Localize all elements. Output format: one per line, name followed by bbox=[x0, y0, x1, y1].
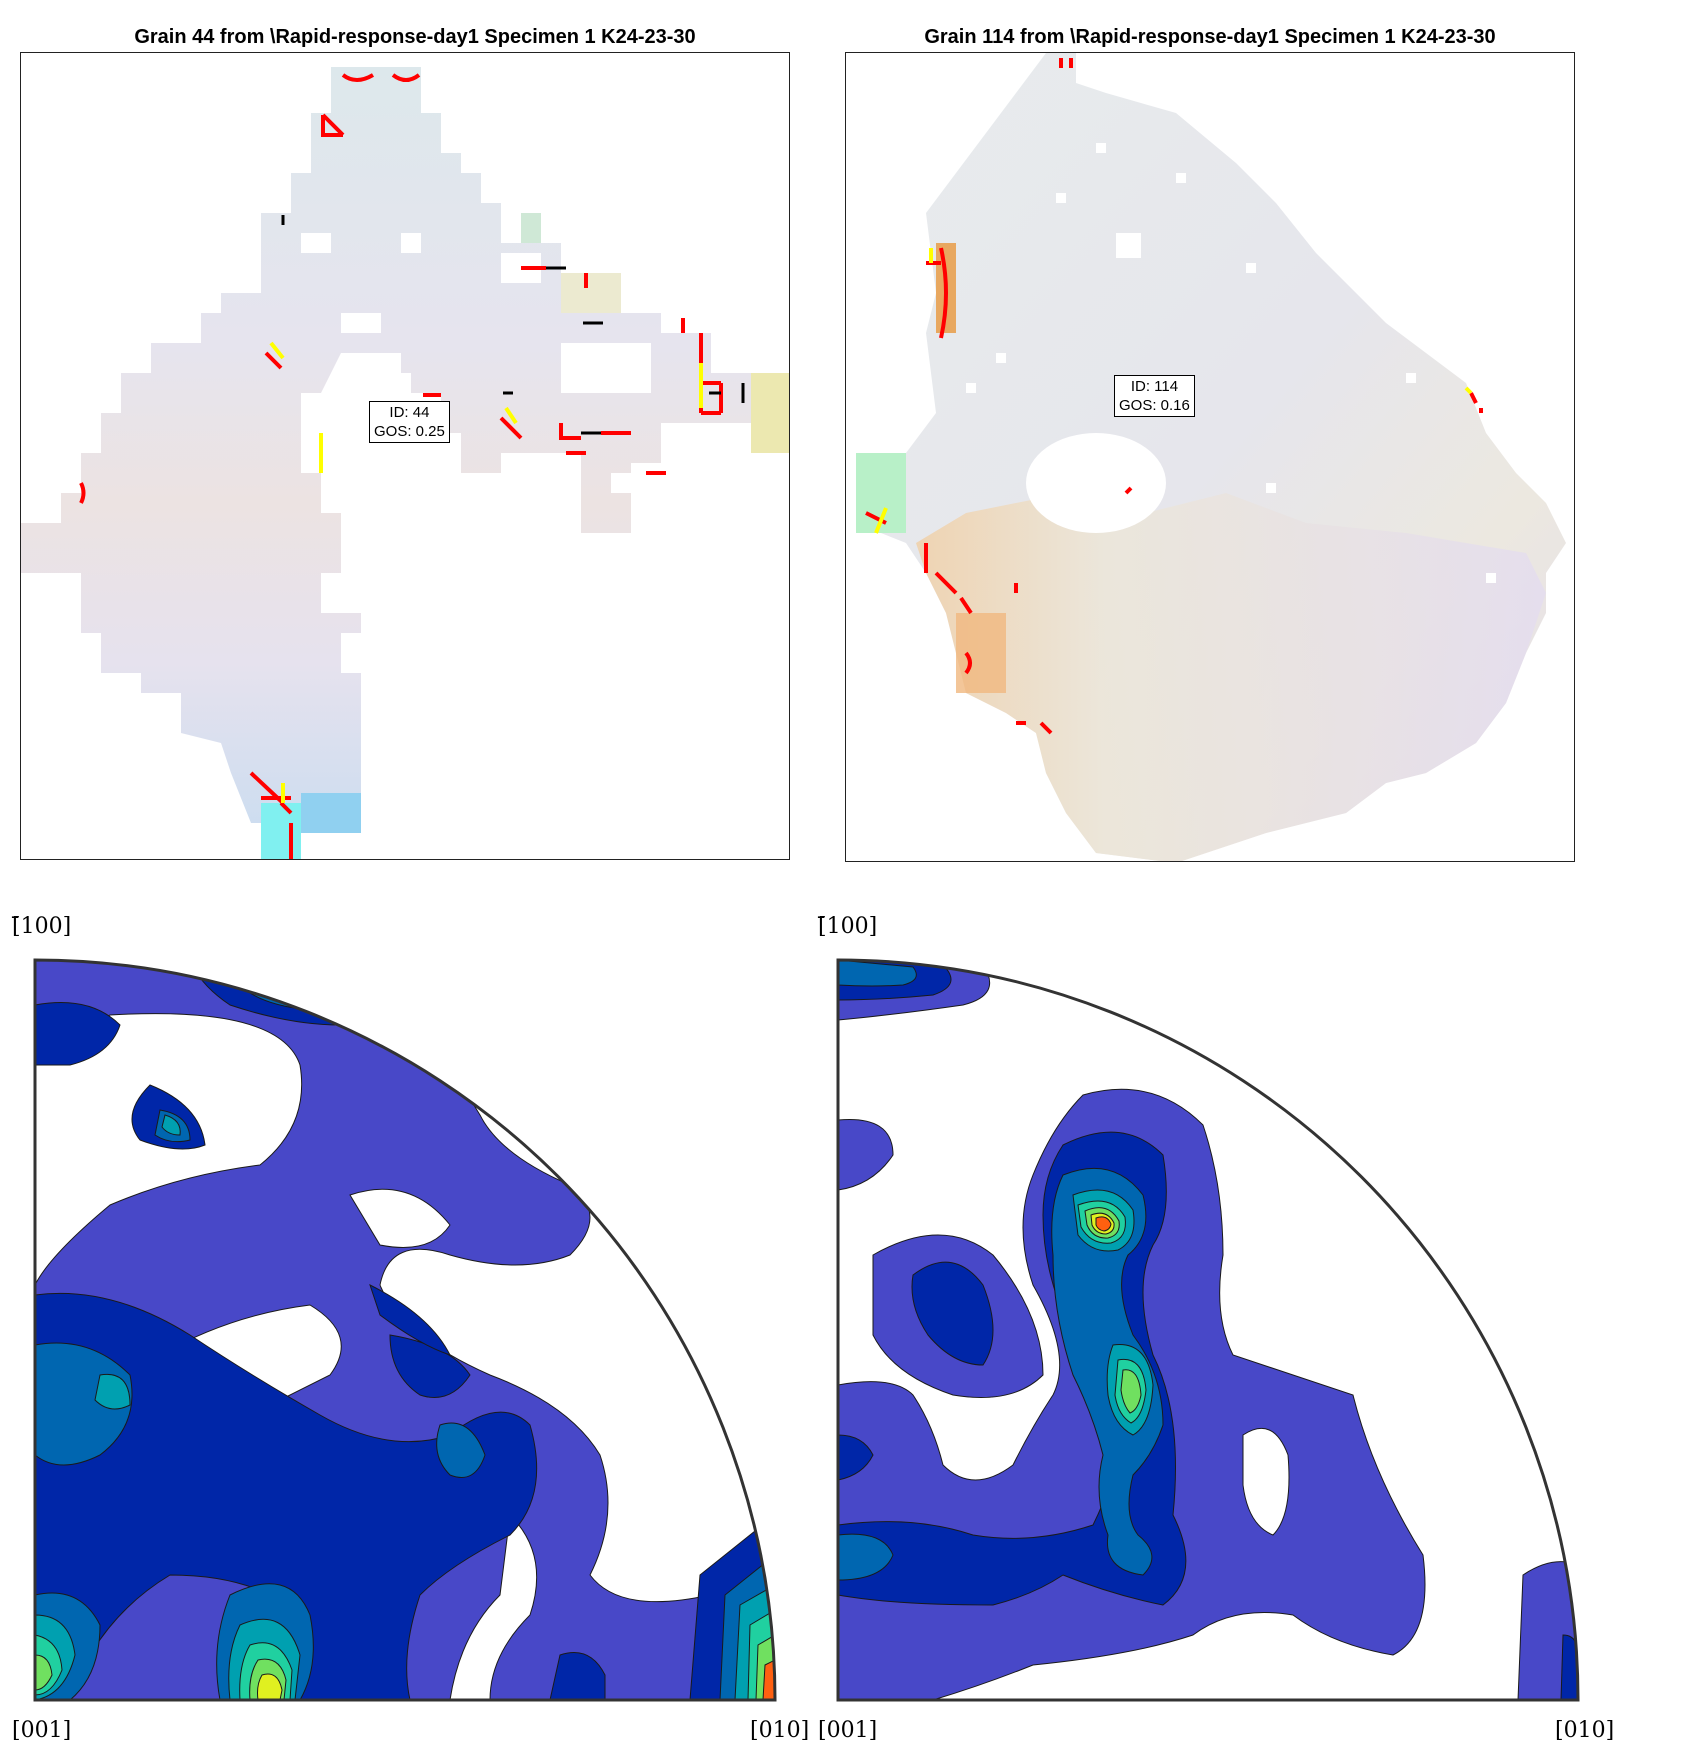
grain-44-hole bbox=[561, 343, 651, 393]
grain-114-hole bbox=[1026, 433, 1166, 533]
contour-level-7 bbox=[276, 980, 292, 989]
grain-44-blue-cell bbox=[301, 793, 361, 833]
grain-44-orientation-map: ID: 44 GOS: 0.25 bbox=[20, 52, 790, 860]
pole-figure-grain-44 bbox=[30, 955, 790, 1715]
grain-44-cyan-cell bbox=[261, 803, 301, 860]
pf-right-origin-label: [001] bbox=[818, 1718, 877, 1743]
grain-114-title: Grain 114 from \Rapid-response-day1 Spec… bbox=[820, 26, 1600, 49]
grain-44-hole bbox=[341, 313, 381, 333]
grain-114-info-box: ID: 114 GOS: 0.16 bbox=[1114, 375, 1195, 417]
grain-114-gos: GOS: 0.16 bbox=[1119, 396, 1190, 415]
pf-left-end-label: [010] bbox=[750, 1718, 809, 1743]
grain-44-region bbox=[21, 67, 790, 860]
grain-44-map-svg bbox=[21, 53, 790, 860]
grain-44-green-cell bbox=[521, 213, 541, 243]
grain-44-title: Grain 44 from \Rapid-response-day1 Speci… bbox=[20, 26, 810, 49]
grain-114-map-svg bbox=[846, 53, 1575, 862]
grain-114-orange-cells bbox=[956, 613, 1006, 693]
grain-44-yellow-cell bbox=[751, 373, 790, 453]
contour-level-5 bbox=[265, 975, 299, 995]
grain-44-gos: GOS: 0.25 bbox=[374, 422, 445, 441]
grain-44-hole bbox=[341, 373, 411, 403]
grain-44-yellow-cell bbox=[561, 273, 621, 313]
grain-44-hole bbox=[401, 233, 421, 253]
contour-level-1 bbox=[838, 1119, 893, 1190]
grain-114-orientation-map: ID: 114 GOS: 0.16 bbox=[845, 52, 1575, 862]
pole-figure-grain-114 bbox=[833, 955, 1593, 1715]
grain-114-id: ID: 114 bbox=[1119, 377, 1190, 396]
grain-44-id: ID: 44 bbox=[374, 403, 445, 422]
pf-left-origin-label: [001] bbox=[12, 1718, 71, 1743]
grain-44-hole bbox=[301, 233, 331, 253]
pf-right-end-label: [010] bbox=[1555, 1718, 1614, 1743]
pf-right-top-label: [̄100] bbox=[818, 914, 877, 939]
grain-114-lower-tone bbox=[916, 493, 1546, 862]
pf-left-top-label: [̄100] bbox=[12, 914, 71, 939]
grain-44-info-box: ID: 44 GOS: 0.25 bbox=[369, 401, 450, 443]
